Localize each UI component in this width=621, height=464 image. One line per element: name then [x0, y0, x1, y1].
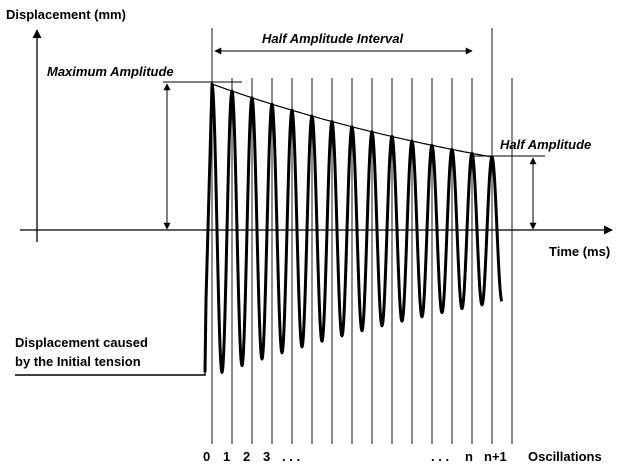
initial-tension-label-line1: Displacement caused	[15, 335, 148, 350]
initial-tension-label-line2: by the Initial tension	[15, 354, 141, 369]
oscillations-label: Oscillations	[528, 449, 602, 464]
oscillation-tick-n: n	[465, 449, 473, 464]
oscillation-tick-2: 2	[243, 449, 250, 464]
oscillation-tick-0: 0	[203, 449, 210, 464]
half-amplitude-label: Half Amplitude	[500, 137, 591, 152]
oscillation-tick-ellipsis-1: . . .	[282, 449, 300, 464]
oscillation-tick-3: 3	[263, 449, 270, 464]
half-amplitude-interval-label: Half Amplitude Interval	[262, 31, 403, 46]
max-amplitude-label: Maximum Amplitude	[47, 64, 174, 79]
initial-tension-pointer	[15, 330, 206, 376]
oscillation-waveform	[203, 82, 504, 374]
oscillation-tick-1: 1	[223, 449, 230, 464]
y-axis-label: Displacement (mm)	[6, 7, 126, 22]
oscillation-tick-n-plus-1: n+1	[484, 449, 507, 464]
x-axis-label: Time (ms)	[549, 244, 610, 259]
oscillation-tick-ellipsis-2: . . .	[431, 449, 449, 464]
